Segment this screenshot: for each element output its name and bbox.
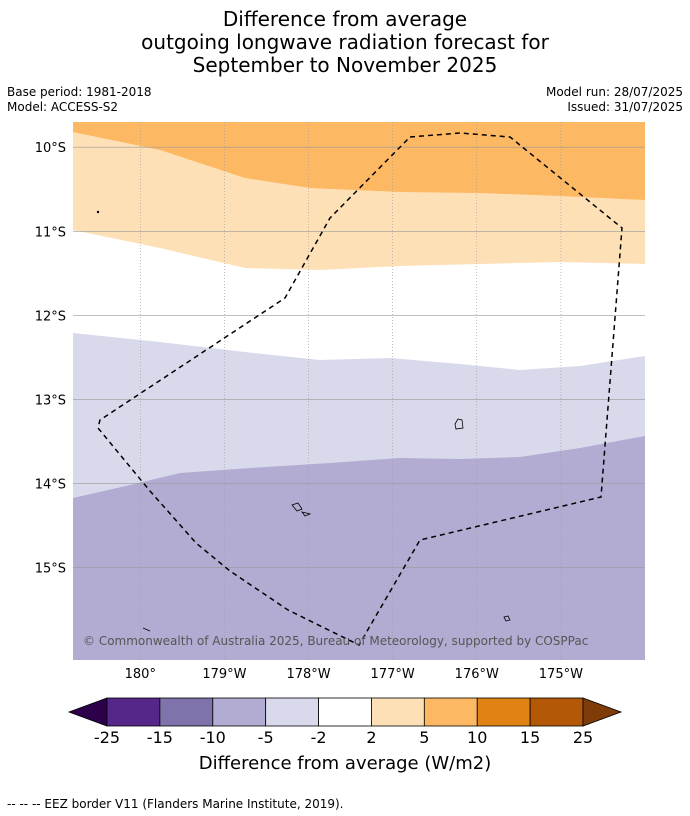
colorbar-tick: -2	[310, 728, 327, 747]
lat-tick-label: 15°S	[35, 562, 66, 577]
island-south	[503, 615, 511, 622]
meta-left: Base period: 1981-2018 Model: ACCESS-S2	[7, 85, 152, 115]
island-southwest	[142, 627, 151, 632]
lat-tick-label: 11°S	[35, 225, 66, 240]
model-run-label: Model run: 28/07/2025	[545, 85, 683, 99]
meta-right: Model run: 28/07/2025 Issued: 31/07/2025	[546, 85, 683, 115]
gridlines	[73, 122, 645, 660]
colorbar-segment	[265, 697, 319, 727]
colorbar-tick: 10	[467, 728, 488, 747]
issued-label: Issued: 31/07/2025	[567, 100, 683, 114]
colorbar-tick: -5	[257, 728, 274, 747]
colorbar-segment	[529, 697, 584, 727]
colorbar-segment	[106, 697, 161, 727]
colorbar-tick: 25	[572, 728, 594, 747]
title-line-1: Difference from average	[222, 7, 468, 31]
title-line-3: September to November 2025	[192, 53, 498, 77]
lon-tick-label: 178°W	[286, 667, 330, 682]
colorbar-tick: 5	[419, 728, 430, 747]
title-line-2: outgoing longwave radiation forecast for	[141, 30, 549, 54]
colorbar-segment	[212, 697, 267, 727]
colorbar-tick: 2	[366, 728, 377, 747]
lat-tick-label: 13°S	[35, 393, 66, 408]
islands	[96, 210, 511, 632]
island-upolu	[291, 502, 303, 512]
chart-title: Difference from average outgoing longwav…	[0, 8, 690, 77]
lat-tick-label: 12°S	[35, 309, 66, 324]
colorbar-segment	[476, 697, 531, 727]
islet-north	[96, 210, 100, 214]
colorbar-tick: -10	[199, 728, 226, 747]
colorbar	[67, 697, 623, 727]
colorbar-tick: 15	[519, 728, 541, 747]
colorbar-segment	[423, 697, 478, 727]
lon-tick-label: 176°W	[455, 667, 499, 682]
colorbar-title: Difference from average (W/m2)	[198, 753, 492, 774]
lon-tick-label: 175°W	[539, 667, 583, 682]
lat-tick-label: 10°S	[35, 141, 66, 156]
colorbar-segment	[371, 697, 425, 727]
base-period-label: Base period: 1981-2018	[7, 85, 152, 99]
lat-tick-label: 14°S	[35, 477, 66, 492]
colorbar-tick-labels: -25 -15 -10 -5 -2 2 5 10 15 25	[0, 728, 690, 748]
eez-footnote: -- -- -- EEZ border V11 (Flanders Marine…	[7, 797, 344, 811]
lon-tick-label: 180°	[125, 667, 156, 682]
colorbar-segment	[318, 697, 372, 727]
eez-border	[97, 132, 623, 646]
colorbar-extend-low	[67, 697, 108, 727]
map-area	[73, 122, 645, 660]
colorbar-tick: -15	[146, 728, 173, 747]
latitude-labels: 10°S 11°S 12°S 13°S 14°S 15°S	[35, 141, 66, 576]
colorbar-segment	[159, 697, 214, 727]
island-tutuila	[301, 511, 312, 517]
band-minus10-to-minus5	[73, 436, 645, 660]
longitude-labels: 180° 179°W 178°W 177°W 176°W 175°W	[125, 667, 583, 682]
lon-tick-label: 179°W	[202, 667, 246, 682]
lon-tick-label: 177°W	[371, 667, 415, 682]
colorbar-tick: -25	[93, 728, 121, 747]
island-east	[454, 418, 464, 430]
copyright-text: © Commonwealth of Australia 2025, Bureau…	[83, 634, 588, 648]
colorbar-extend-high	[582, 697, 623, 727]
model-label: Model: ACCESS-S2	[7, 100, 119, 114]
